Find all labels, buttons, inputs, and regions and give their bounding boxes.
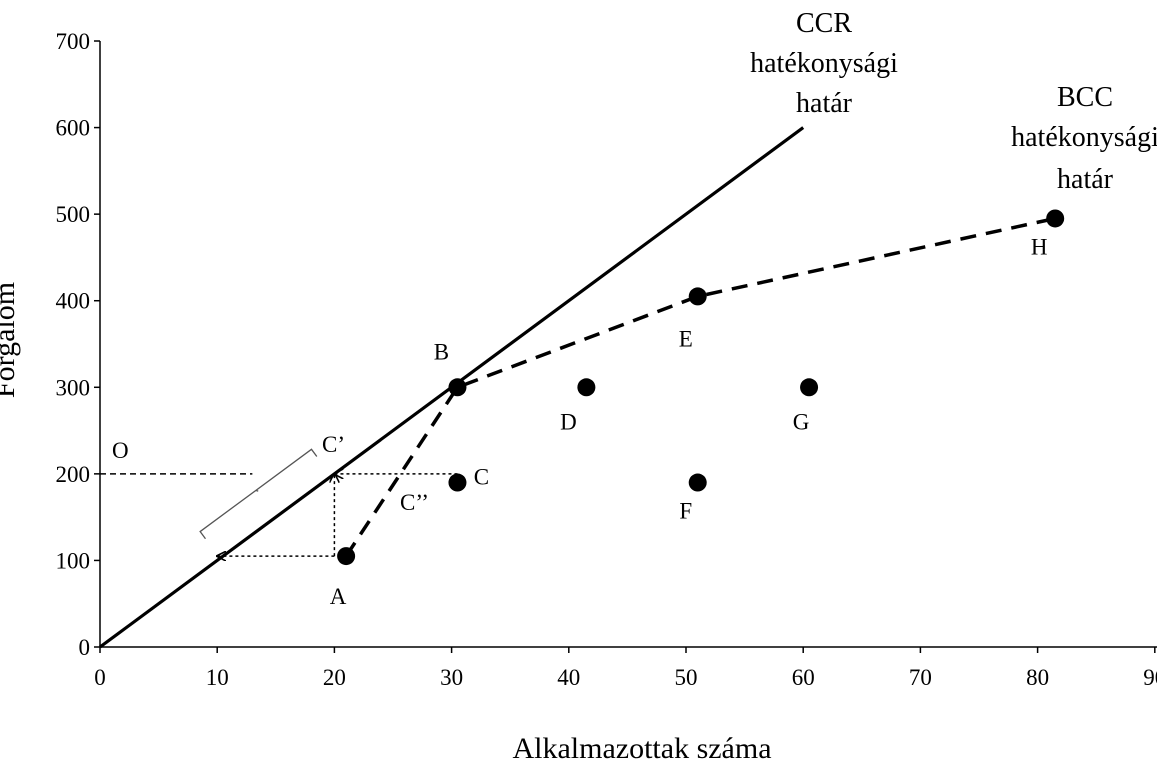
x-tick-label-70: 70	[909, 665, 932, 690]
bcc-frontier-annotation: BCC hatékonysági határ	[1011, 82, 1157, 195]
point-b	[448, 378, 467, 397]
point-label-c: C	[474, 465, 489, 490]
guide-lines	[100, 448, 458, 556]
point-e	[688, 287, 707, 306]
point-label-f: F	[679, 499, 692, 524]
bcc-annotation-line-1: BCC	[1057, 82, 1113, 113]
annotation-o: O	[112, 438, 129, 463]
ccr-annotation-line-1: CCR	[796, 8, 852, 39]
ccr-annotation-line-3: határ	[796, 88, 853, 119]
y-tick-label-200: 200	[56, 462, 91, 487]
x-tick-label-10: 10	[206, 665, 229, 690]
point-label-d: D	[560, 409, 577, 434]
axes	[99, 41, 1157, 648]
data-point-labels: A B C D E F G H	[330, 234, 1048, 609]
y-tick-label-0: 0	[79, 635, 91, 660]
x-tick-label-40: 40	[557, 665, 580, 690]
x-axis-ticks: 0 10 20 30 40 50 60 70 80 90	[94, 647, 1157, 690]
y-axis-ticks: 0 100 200 300 400 500 600 700	[56, 29, 100, 660]
ccr-annotation-line-2: hatékonysági	[750, 48, 898, 79]
point-c	[448, 473, 467, 492]
x-tick-label-0: 0	[94, 665, 106, 690]
y-tick-label-400: 400	[56, 289, 91, 314]
x-tick-label-60: 60	[792, 665, 815, 690]
point-label-b: B	[434, 339, 449, 364]
point-a	[337, 547, 356, 566]
bcc-annotation-line-2: hatékonysági	[1011, 122, 1157, 153]
point-label-g: G	[793, 409, 810, 434]
x-axis-title: Alkalmazottak száma	[512, 732, 771, 765]
bcc-annotation-line-3: határ	[1057, 164, 1114, 195]
inefficiency-brace	[199, 448, 318, 540]
annotation-c-double-prime: C’’	[400, 490, 429, 515]
ccr-frontier-annotation: CCR hatékonysági határ	[750, 8, 898, 119]
annotation-c-prime: C’	[322, 432, 345, 457]
y-tick-label-300: 300	[56, 375, 91, 400]
point-d	[577, 378, 596, 397]
point-h	[1046, 209, 1065, 228]
y-axis-title: Forgalom	[0, 282, 21, 398]
point-label-h: H	[1031, 234, 1048, 259]
x-tick-label-80: 80	[1026, 665, 1049, 690]
point-label-e: E	[679, 326, 693, 351]
data-points	[337, 209, 1065, 566]
x-tick-label-30: 30	[440, 665, 463, 690]
y-tick-label-700: 700	[56, 29, 91, 54]
y-tick-label-100: 100	[56, 548, 91, 573]
point-label-a: A	[330, 584, 347, 609]
x-tick-label-50: 50	[675, 665, 698, 690]
x-tick-label-90: 90	[1143, 665, 1157, 690]
x-tick-label-20: 20	[323, 665, 346, 690]
point-g	[800, 378, 819, 397]
y-tick-label-600: 600	[56, 116, 91, 141]
y-tick-label-500: 500	[56, 202, 91, 227]
point-f	[688, 473, 707, 492]
